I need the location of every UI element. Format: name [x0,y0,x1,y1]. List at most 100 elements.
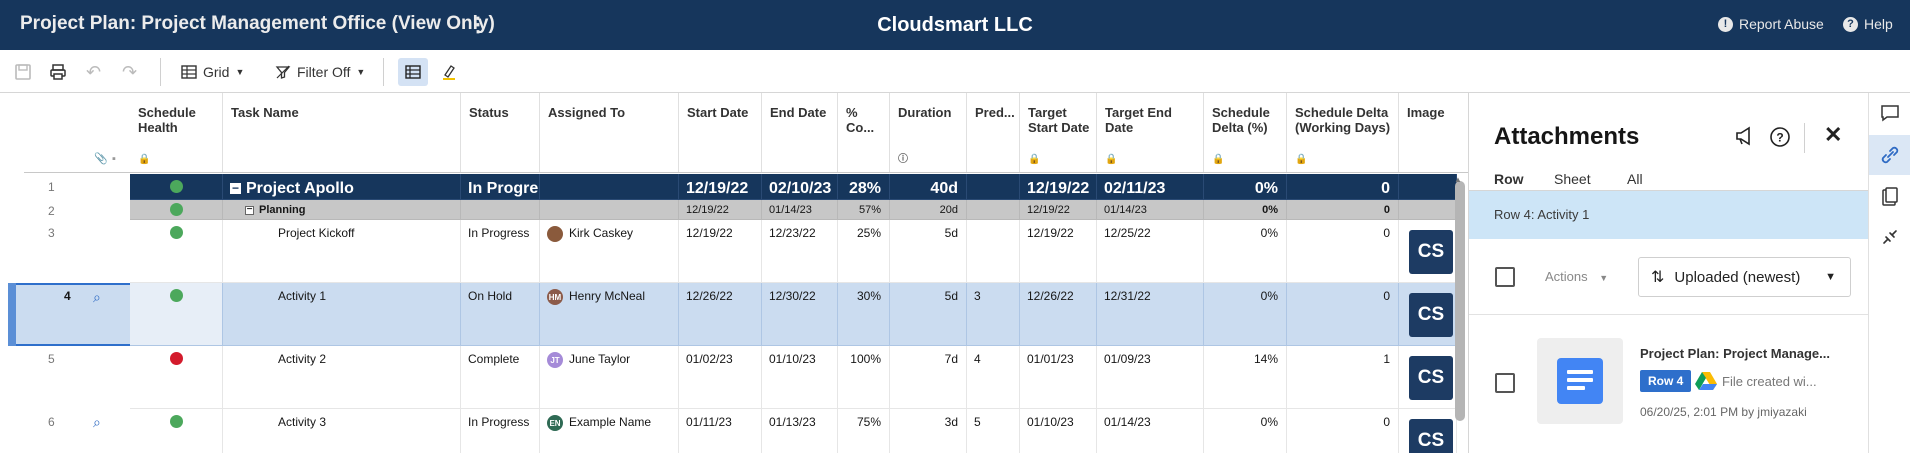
connections-icon[interactable] [1869,217,1910,257]
column-header-target-start[interactable]: Target Start Date 🔒 [1020,93,1097,173]
help-icon[interactable]: ? [1769,126,1791,154]
delta-days-cell[interactable]: 0 [1287,409,1399,453]
delta-pct-cell[interactable]: 0% [1204,200,1287,220]
duration-cell[interactable]: 7d [890,346,967,409]
percent-cell[interactable]: 75% [838,409,890,453]
percent-cell[interactable]: 28% [838,174,890,200]
column-header-percent-complete[interactable]: % Co... [838,93,890,173]
column-header-end-date[interactable]: End Date [762,93,838,173]
collapse-icon[interactable]: − [245,204,254,215]
attachment-checkbox[interactable] [1495,373,1515,393]
help-link[interactable]: ? Help [1843,16,1893,32]
table-row[interactable]: 6 ⌕ Activity 3 In Progress EN Example Nam… [0,409,1468,453]
target-end-cell[interactable]: 01/14/23 [1097,200,1204,220]
target-end-cell[interactable]: 02/11/23 [1097,174,1204,200]
start-date-cell[interactable]: 12/19/22 [679,220,762,283]
delta-days-cell[interactable]: 0 [1287,283,1399,346]
row-badge[interactable]: Row 4 [1640,370,1692,392]
grid-view-toggle[interactable] [398,58,428,86]
predecessor-cell[interactable]: 4 [967,346,1020,409]
health-cell[interactable] [130,346,223,409]
start-date-cell[interactable]: 01/02/23 [679,346,762,409]
assigned-cell[interactable] [540,174,679,200]
duration-cell[interactable]: 40d [890,174,967,200]
percent-cell[interactable]: 100% [838,346,890,409]
undo-icon[interactable]: ↶ [86,61,102,82]
filter-selector[interactable]: Filter Off ▼ [275,58,365,86]
column-header-task-name[interactable]: Task Name [223,93,461,173]
assigned-cell[interactable]: JT June Taylor [540,346,679,409]
delta-days-cell[interactable]: 0 [1287,220,1399,283]
assigned-cell[interactable]: EN Example Name [540,409,679,453]
delta-pct-cell[interactable]: 0% [1204,220,1287,283]
predecessor-cell[interactable] [967,220,1020,283]
attachment-name[interactable]: Project Plan: Project Manage... [1640,346,1830,361]
column-header-status[interactable]: Status [461,93,540,173]
start-date-cell[interactable]: 12/19/22 [679,200,762,220]
status-cell[interactable]: In Progress [461,409,540,453]
task-name-cell[interactable]: Activity 3 [223,409,461,453]
delta-days-cell[interactable]: 1 [1287,346,1399,409]
assigned-cell[interactable]: HM Henry McNeal [540,283,679,346]
column-header-image[interactable]: Image [1407,105,1445,120]
comments-icon[interactable] [1869,93,1910,133]
column-header-duration[interactable]: Duration ⓘ [890,93,967,173]
predecessor-cell[interactable] [967,174,1020,200]
column-header-assigned-to[interactable]: Assigned To [540,93,679,173]
end-date-cell[interactable]: 12/23/22 [762,220,838,283]
target-start-cell[interactable]: 12/19/22 [1020,220,1097,283]
table-row-selected[interactable]: 4 ⌕ Activity 1 On Hold HM Henry McNeal 12… [8,283,1460,346]
status-cell[interactable] [461,200,540,220]
start-date-cell[interactable]: 12/26/22 [679,283,762,346]
collapse-icon[interactable]: − [230,181,241,195]
attachment-icon[interactable]: ⌕ [93,414,101,430]
health-cell[interactable] [130,174,223,200]
table-row[interactable]: 5 Activity 2 Complete JT June Taylor 01/0… [0,346,1468,409]
column-header-start-date[interactable]: Start Date [679,93,762,173]
target-start-cell[interactable]: 01/01/23 [1020,346,1097,409]
target-end-cell[interactable]: 01/14/23 [1097,409,1204,453]
status-cell[interactable]: In Progre [461,174,540,200]
tab-sheet[interactable]: Sheet [1554,171,1591,187]
end-date-cell[interactable]: 02/10/23 [762,174,838,200]
column-header-schedule-delta-days[interactable]: Schedule Delta (Working Days) 🔒 [1287,93,1399,173]
image-thumbnail[interactable]: CS [1409,230,1453,274]
end-date-cell[interactable]: 12/30/22 [762,283,838,346]
delta-days-cell[interactable]: 0 [1287,174,1399,200]
close-icon[interactable]: ✕ [1824,122,1843,147]
end-date-cell[interactable]: 01/13/23 [762,409,838,453]
print-icon[interactable] [49,58,67,86]
percent-cell[interactable]: 57% [838,200,890,220]
end-date-cell[interactable]: 01/14/23 [762,200,838,220]
column-header-target-end[interactable]: Target End Date 🔒 [1097,93,1204,173]
image-thumbnail[interactable]: CS [1409,419,1453,453]
target-start-cell[interactable]: 12/19/22 [1020,174,1097,200]
task-name-cell[interactable]: Activity 1 [223,283,461,346]
delta-pct-cell[interactable]: 0% [1204,409,1287,453]
target-end-cell[interactable]: 01/09/23 [1097,346,1204,409]
delta-pct-cell[interactable]: 0% [1204,283,1287,346]
target-start-cell[interactable]: 01/10/23 [1020,409,1097,453]
task-name-cell[interactable]: Project Kickoff [223,220,461,283]
redo-icon[interactable]: ↷ [122,61,138,82]
image-cell[interactable] [1399,200,1457,220]
status-cell[interactable]: On Hold [461,283,540,346]
row-selector-handle[interactable] [8,283,16,346]
health-cell[interactable] [130,200,223,220]
percent-cell[interactable]: 25% [838,220,890,283]
megaphone-icon[interactable] [1734,126,1756,152]
health-cell[interactable] [130,283,223,346]
health-cell[interactable] [130,409,223,453]
duration-cell[interactable]: 20d [890,200,967,220]
view-selector[interactable]: Grid ▼ [181,58,244,86]
target-start-cell[interactable]: 12/19/22 [1020,200,1097,220]
health-cell[interactable] [130,220,223,283]
start-date-cell[interactable]: 12/19/22 [679,174,762,200]
status-cell[interactable]: In Progress [461,220,540,283]
table-row[interactable]: 1 − Project Apollo In Progre 12/19/22 02/… [0,174,1468,200]
select-all-checkbox[interactable] [1495,267,1515,287]
start-date-cell[interactable]: 01/11/23 [679,409,762,453]
actions-dropdown[interactable]: Actions ▼ [1545,269,1609,284]
attachments-icon[interactable] [1869,135,1910,175]
end-date-cell[interactable]: 01/10/23 [762,346,838,409]
